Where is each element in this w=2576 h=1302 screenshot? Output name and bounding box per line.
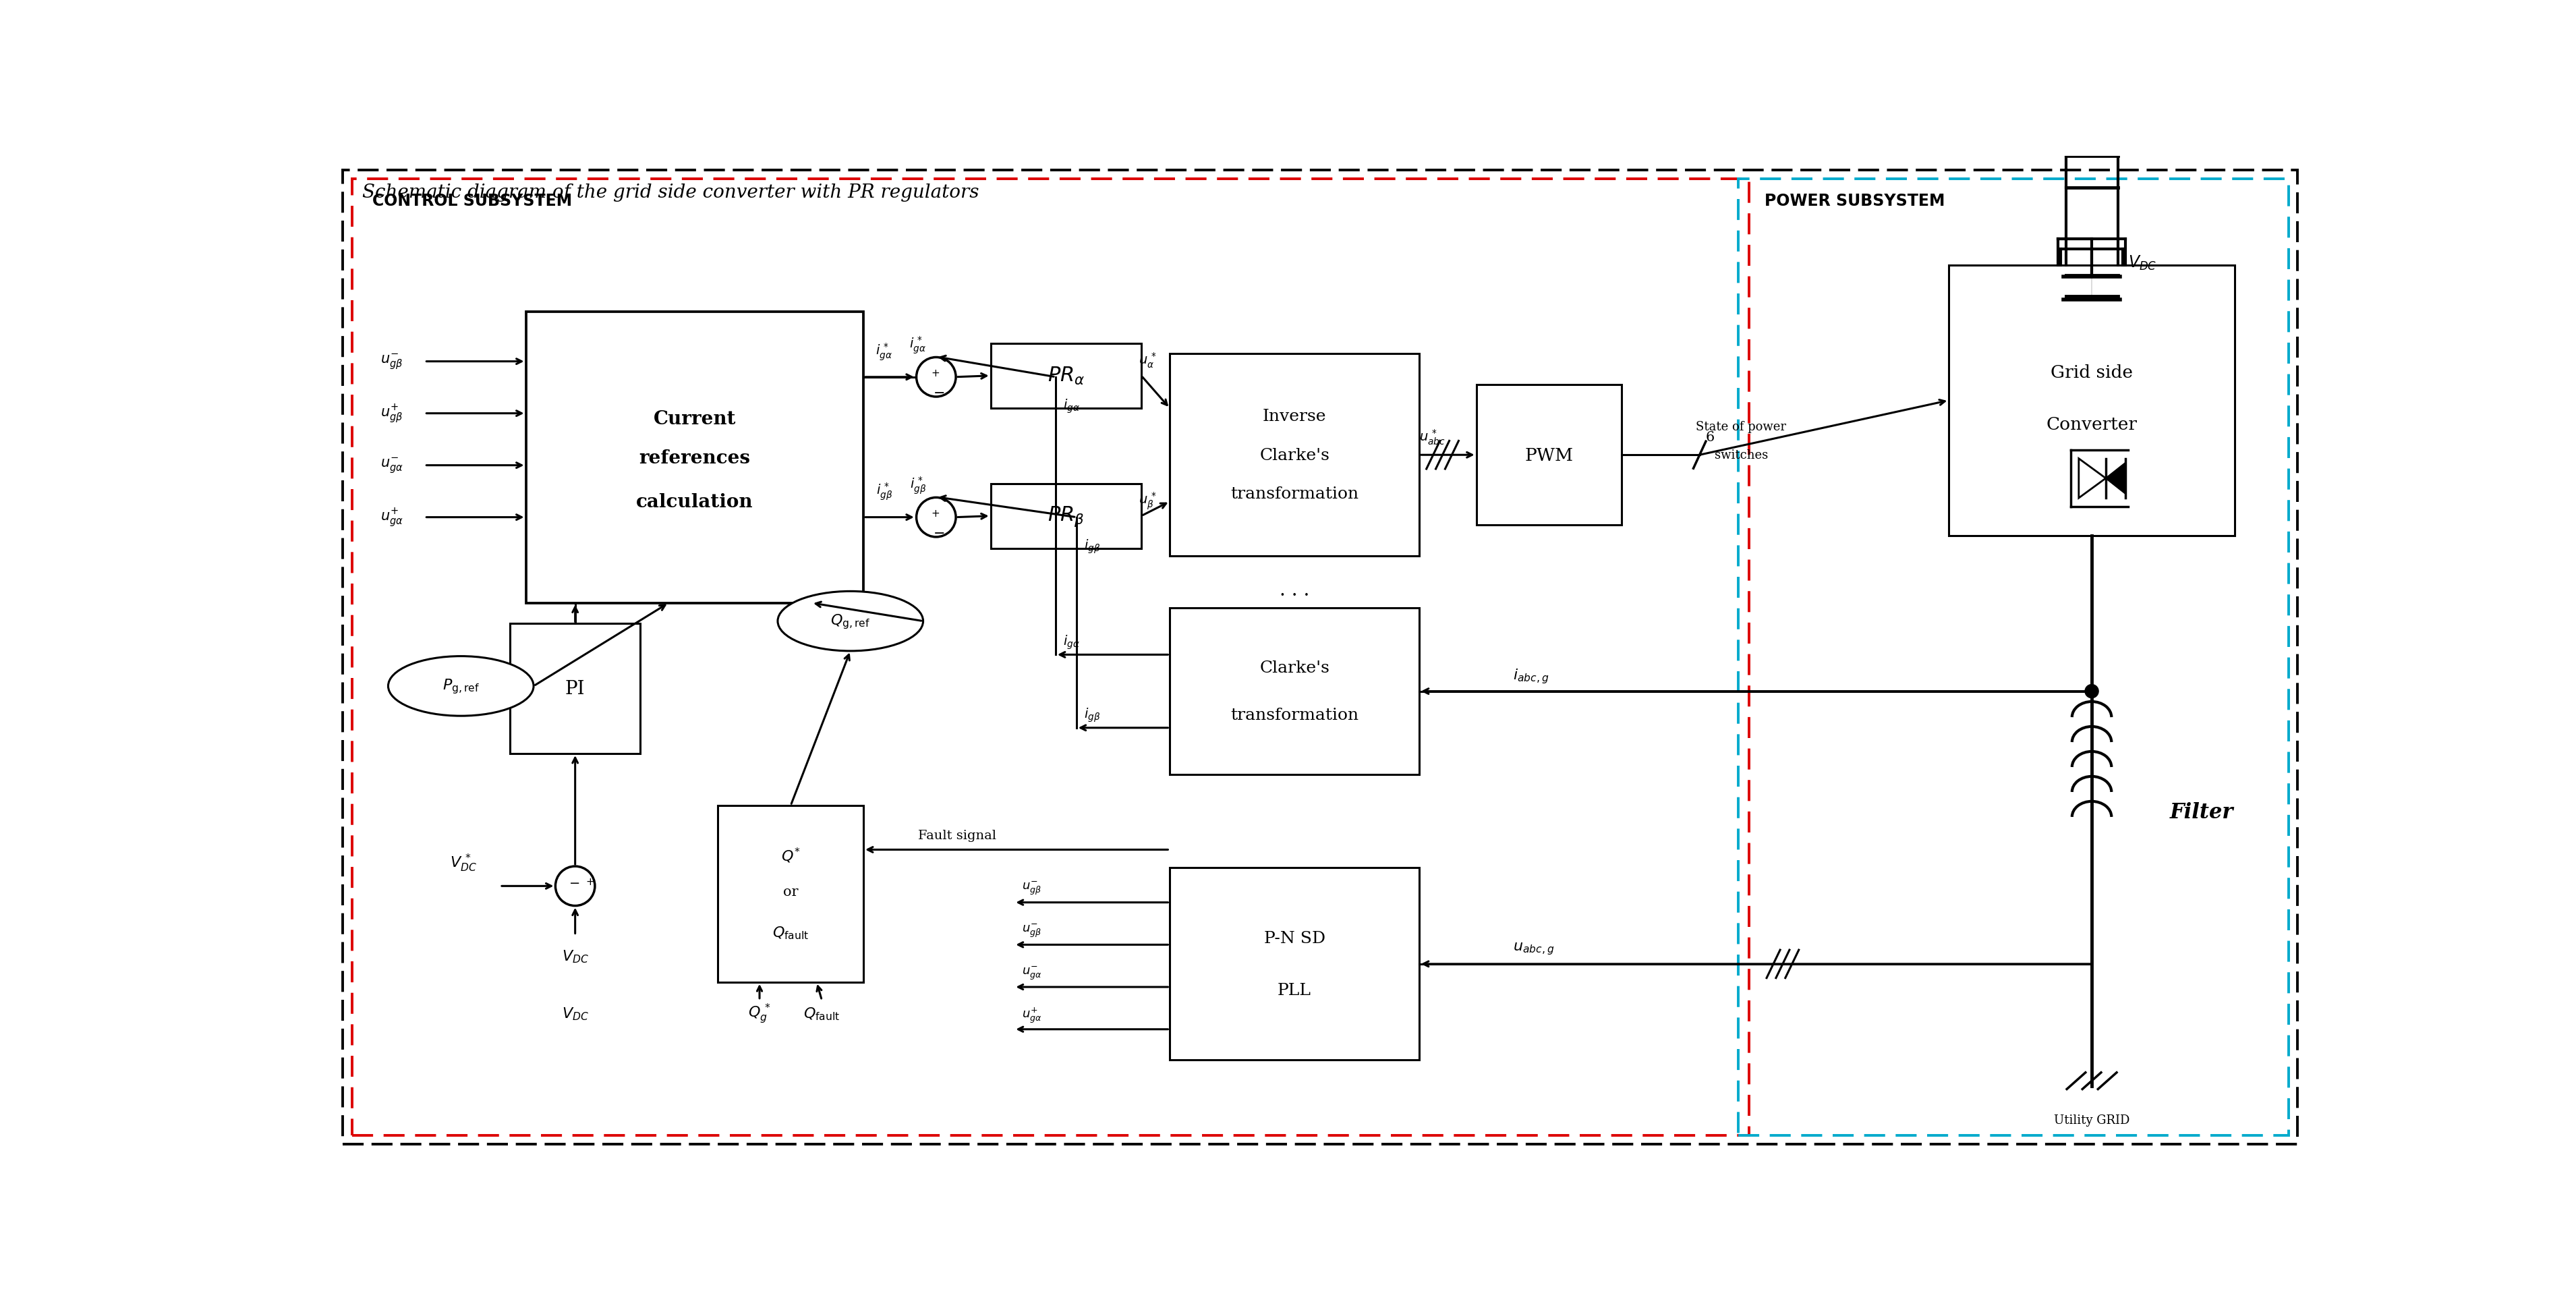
Text: $u_{abc,g}$: $u_{abc,g}$	[1512, 941, 1553, 956]
Text: $PR_{\beta}$: $PR_{\beta}$	[1048, 505, 1084, 527]
Text: Clarke's: Clarke's	[1260, 660, 1329, 676]
Circle shape	[917, 358, 956, 397]
Text: transformation: transformation	[1231, 487, 1358, 503]
Text: $u_{g\alpha}^{-}$: $u_{g\alpha}^{-}$	[1023, 965, 1041, 980]
Text: PWM: PWM	[1525, 447, 1574, 464]
Text: Inverse: Inverse	[1262, 409, 1327, 424]
Text: POWER SUBSYSTEM: POWER SUBSYSTEM	[1765, 193, 1945, 208]
Text: $i_{g\beta}^{\,*}$: $i_{g\beta}^{\,*}$	[909, 475, 927, 496]
Text: $-$: $-$	[933, 526, 945, 539]
Bar	[992, 344, 1141, 409]
Text: $u_{g\alpha}^{-}$: $u_{g\alpha}^{-}$	[381, 457, 404, 475]
Text: $-$: $-$	[569, 876, 580, 888]
Text: calculation: calculation	[636, 493, 752, 512]
Text: $V_{DC}$: $V_{DC}$	[562, 1005, 590, 1021]
Text: $i_{g\alpha}$: $i_{g\alpha}$	[1064, 397, 1079, 414]
Text: Filter: Filter	[2169, 802, 2233, 823]
Bar	[510, 624, 639, 754]
Text: Fault signal: Fault signal	[917, 829, 997, 841]
Text: Grid side: Grid side	[2050, 363, 2133, 380]
Bar	[353, 180, 1749, 1135]
Text: Utility GRID: Utility GRID	[2053, 1113, 2130, 1126]
Bar	[526, 312, 863, 603]
Bar	[1950, 266, 2233, 535]
Ellipse shape	[389, 656, 533, 716]
Text: $u_{\alpha}^{\,*}$: $u_{\alpha}^{\,*}$	[1139, 352, 1157, 370]
Text: or: or	[783, 885, 799, 898]
Bar	[1170, 608, 1419, 775]
Bar	[1170, 868, 1419, 1060]
Text: $i_{g\alpha}$: $i_{g\alpha}$	[1064, 633, 1079, 651]
Text: CONTROL SUBSYSTEM: CONTROL SUBSYSTEM	[374, 193, 572, 208]
Text: $Q^{*}$: $Q^{*}$	[781, 846, 801, 865]
Text: $Q_{\rm g,ref}$: $Q_{\rm g,ref}$	[829, 612, 871, 630]
Text: $u_{abc}^{\,*}$: $u_{abc}^{\,*}$	[1419, 428, 1445, 447]
Circle shape	[2084, 685, 2099, 698]
Text: $P_{\rm g,ref}$: $P_{\rm g,ref}$	[443, 677, 479, 695]
Bar	[1170, 354, 1419, 556]
Circle shape	[556, 866, 595, 906]
Text: 6: 6	[1705, 431, 1716, 444]
Text: $i_{g\alpha}^{\,*}$: $i_{g\alpha}^{\,*}$	[876, 341, 891, 362]
Ellipse shape	[778, 591, 922, 651]
Text: $i_{g\beta}$: $i_{g\beta}$	[1084, 707, 1100, 724]
Text: Converter: Converter	[2045, 415, 2138, 432]
Text: transformation: transformation	[1231, 707, 1358, 723]
Text: $u_{g\beta}^{-}$: $u_{g\beta}^{-}$	[1023, 922, 1041, 939]
Text: $V_{DC}$: $V_{DC}$	[562, 948, 590, 965]
Text: PLL: PLL	[1278, 982, 1311, 997]
Text: $u_{g\alpha}^{+}$: $u_{g\alpha}^{+}$	[1023, 1005, 1041, 1025]
Text: State of power: State of power	[1695, 421, 1785, 432]
Text: $+$: $+$	[930, 368, 940, 379]
Text: $+$: $+$	[585, 878, 595, 887]
Text: $+$: $+$	[930, 509, 940, 518]
Text: $V_{DC}^{\,*}$: $V_{DC}^{\,*}$	[451, 853, 477, 874]
Text: $u_{g\beta}^{-}$: $u_{g\beta}^{-}$	[381, 353, 402, 371]
Text: $PR_{\alpha}$: $PR_{\alpha}$	[1048, 366, 1084, 387]
Text: $V_{DC}$: $V_{DC}$	[2128, 254, 2156, 272]
Text: Current: Current	[654, 410, 737, 428]
Bar	[992, 484, 1141, 548]
Text: $u_{g\alpha}^{+}$: $u_{g\alpha}^{+}$	[381, 506, 404, 529]
Text: $i_{g\alpha}^{\,*}$: $i_{g\alpha}^{\,*}$	[909, 335, 927, 355]
Text: references: references	[639, 449, 750, 467]
Text: switches: switches	[1716, 449, 1767, 461]
Text: $Q_{\mathrm{fault}}$: $Q_{\mathrm{fault}}$	[804, 1005, 840, 1021]
Text: PI: PI	[564, 680, 585, 698]
Text: $Q_g^{\,*}$: $Q_g^{\,*}$	[747, 1001, 770, 1025]
Bar	[1476, 385, 1623, 526]
Text: $i_{abc,g}$: $i_{abc,g}$	[1512, 667, 1548, 685]
Text: Clarke's: Clarke's	[1260, 448, 1329, 464]
Text: P-N SD: P-N SD	[1265, 931, 1324, 945]
Text: $Q_{\mathrm{fault}}$: $Q_{\mathrm{fault}}$	[773, 924, 809, 941]
Text: $u_{g\beta}^{+}$: $u_{g\beta}^{+}$	[381, 402, 402, 424]
Text: $i_{g\beta}^{\,*}$: $i_{g\beta}^{\,*}$	[876, 482, 891, 503]
Text: . . .: . . .	[1280, 581, 1309, 599]
Circle shape	[917, 497, 956, 538]
Text: $u_{\beta}^{\,*}$: $u_{\beta}^{\,*}$	[1139, 491, 1157, 510]
Bar	[719, 806, 863, 982]
Bar	[1739, 180, 2287, 1135]
Text: Schematic diagram of the grid side converter with PR regulators: Schematic diagram of the grid side conve…	[363, 184, 979, 202]
Polygon shape	[2105, 464, 2125, 495]
Text: $i_{g\beta}$: $i_{g\beta}$	[1084, 538, 1100, 555]
Text: $u_{g\beta}^{-}$: $u_{g\beta}^{-}$	[1023, 880, 1041, 896]
Text: $-$: $-$	[933, 385, 945, 398]
